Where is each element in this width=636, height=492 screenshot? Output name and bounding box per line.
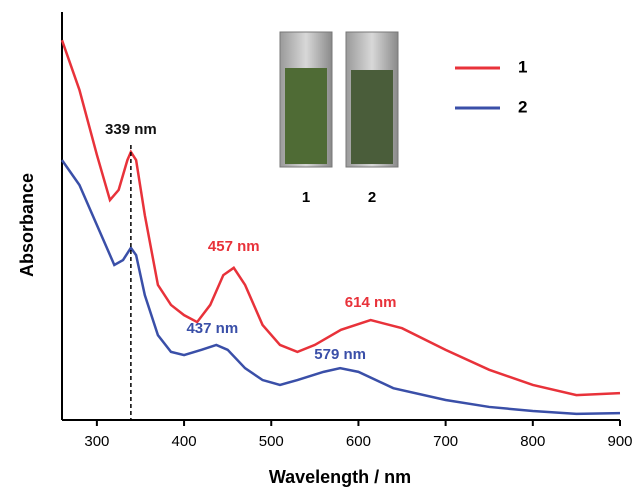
- x-tick-label: 500: [259, 433, 284, 450]
- legend-label: 2: [518, 97, 527, 116]
- line-series: [60, 159, 621, 416]
- x-tick-label: 800: [520, 433, 545, 450]
- annotation: 457 nm: [208, 238, 260, 255]
- x-tick-label: 600: [346, 433, 371, 450]
- x-axis-title: Wavelength / nm: [269, 467, 411, 487]
- line-series: [60, 39, 621, 397]
- x-tick-label: 400: [172, 433, 197, 450]
- annotation: 614 nm: [345, 294, 397, 311]
- inset-photo: [279, 31, 399, 168]
- x-tick-label: 300: [84, 433, 109, 450]
- y-axis-title: Absorbance: [17, 173, 37, 277]
- inset-label: 2: [368, 189, 376, 206]
- inset-label: 1: [302, 189, 310, 206]
- annotation: 339 nm: [105, 121, 157, 138]
- annotation: 437 nm: [186, 320, 238, 337]
- x-tick-label: 700: [433, 433, 458, 450]
- legend-label: 1: [518, 57, 527, 76]
- x-tick-label: 900: [607, 433, 632, 450]
- annotation: 579 nm: [314, 346, 366, 363]
